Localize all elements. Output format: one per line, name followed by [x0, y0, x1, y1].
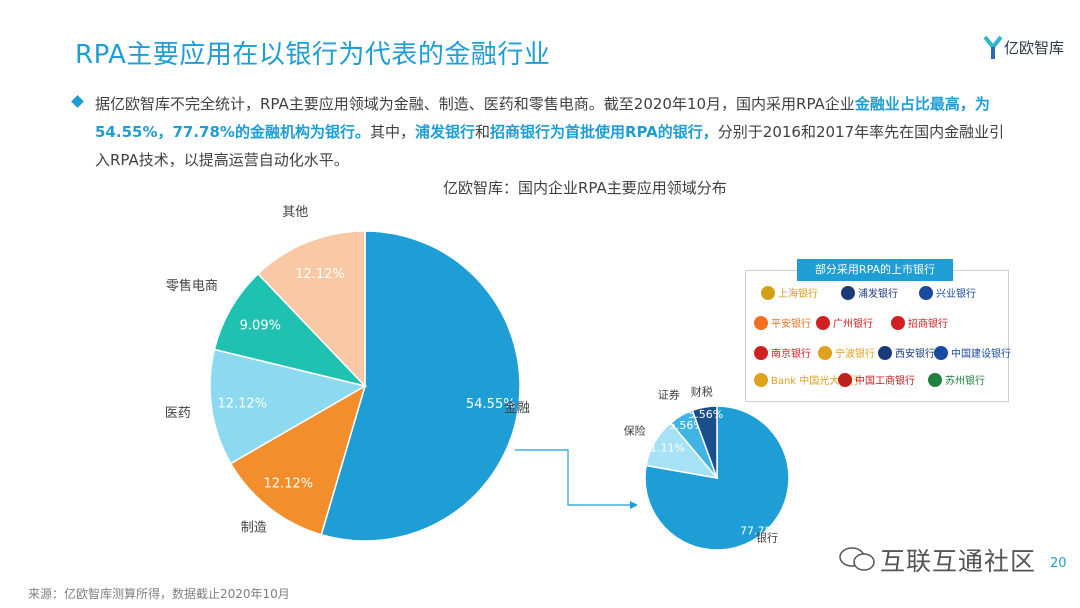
- para-highlight-3: 招商银行为首批使用RPA的银行，: [490, 123, 718, 141]
- main-pie-chart: 54.55%金融 12.12% 制造 12.12% 医药 9.09% 零售电商 12.12% 其…: [165, 205, 530, 542]
- chart-title: 亿欧智库：国内企业RPA主要应用领域分布: [443, 179, 727, 197]
- pie-slice-4: [256, 230, 366, 388]
- bank-emblem-icon: [928, 372, 942, 387]
- pie-category-label-4: 其他: [282, 205, 308, 220]
- bank-name: 中国建设银行: [951, 349, 1011, 360]
- bank-emblem-icon: [878, 345, 892, 360]
- bank-logo-4: 广州银行: [816, 315, 873, 330]
- bank-name: 浦发银行: [858, 289, 898, 300]
- page-number: 20: [1050, 556, 1067, 571]
- summary-paragraph: 据亿欧智库不完全统计，RPA主要应用领域为金融、制造、医药和零售电商。截至202…: [95, 90, 1015, 174]
- para-part-2: 其中，: [369, 123, 415, 141]
- bank-logo-0: 上海银行: [761, 285, 818, 300]
- para-part-3: 和: [474, 123, 490, 141]
- bank-logo-9: 中国建设银行: [934, 345, 1011, 360]
- bank-logo-12: 苏州银行: [928, 372, 985, 387]
- pie-slice-1: [229, 384, 367, 536]
- pie-category-label-2: 证券: [658, 387, 680, 401]
- pie-slice-2: [209, 348, 367, 465]
- bank-logo-6: 南京银行: [754, 345, 811, 360]
- pie-percent-label-0: 77.78%: [740, 524, 782, 537]
- bank-emblem-icon: [841, 285, 855, 300]
- bank-name: 南京银行: [771, 349, 811, 360]
- bank-name: 招商银行: [908, 319, 948, 330]
- bank-logo-11: 中国工商银行: [838, 372, 915, 387]
- logo-icon: [983, 35, 1003, 59]
- bank-name: 西安银行: [895, 349, 935, 360]
- bank-emblem-icon: [761, 285, 775, 300]
- bank-emblem-icon: [754, 372, 768, 387]
- pie-category-label-3: 财税: [691, 384, 713, 398]
- page-title: RPA主要应用在以银行为代表的金融行业: [75, 40, 551, 70]
- pie-category-label-0: 银行: [756, 531, 778, 545]
- wechat-icon: [839, 547, 875, 571]
- pie-category-label-1: 保险: [624, 424, 646, 438]
- pie-slice-3: [213, 272, 368, 388]
- bank-name: 广州银行: [833, 319, 873, 330]
- bank-name: 宁波银行: [835, 349, 875, 360]
- bank-emblem-icon: [919, 285, 933, 300]
- bank-panel-title: 部分采用RPA的上市银行: [797, 259, 953, 281]
- bank-name: 兴业银行: [936, 289, 976, 300]
- bank-emblem-icon: [754, 345, 768, 360]
- bank-emblem-icon: [838, 372, 852, 387]
- para-part-1: 据亿欧智库不完全统计，RPA主要应用领域为金融、制造、医药和零售电商。截至202…: [95, 95, 855, 113]
- connector-arrow: [515, 449, 630, 506]
- bank-emblem-icon: [934, 345, 948, 360]
- para-part-4: 分别于2016和2017年率先在国内金融业引入RPA技术，以提高运营自动化水平。: [95, 123, 1005, 169]
- bank-logo-10: Bank 中国光大银行: [754, 372, 859, 387]
- pie-percent-label-4: 12.12%: [295, 267, 345, 282]
- pie-category-label-0: 金融: [504, 400, 530, 416]
- bank-emblem-icon: [754, 315, 768, 330]
- pie-percent-label-3: 9.09%: [240, 319, 281, 334]
- pie-percent-label-1: 11.11%: [643, 441, 685, 454]
- pie-percent-label-0: 54.55%: [466, 397, 516, 412]
- bank-logo-5: 招商银行: [891, 315, 948, 330]
- bank-logo-1: 浦发银行: [841, 285, 898, 300]
- bank-name: 苏州银行: [945, 376, 985, 387]
- bank-logo-8: 西安银行: [878, 345, 935, 360]
- pie-percent-label-1: 12.12%: [264, 476, 314, 491]
- bank-logo-7: 宁波银行: [818, 345, 875, 360]
- para-highlight-2: 浦发银行: [414, 123, 475, 141]
- bank-emblem-icon: [816, 315, 830, 330]
- pie-category-label-2: 医药: [165, 406, 191, 421]
- pie-category-label-1: 制造: [241, 520, 267, 535]
- arrow-head-icon: [630, 501, 638, 509]
- source-note: 来源：亿欧智库测算所得，数据截止2020年10月: [28, 587, 290, 601]
- pie-percent-label-3: 5.56%: [688, 408, 723, 421]
- para-highlight-1: 金融业占比最高，为54.55%，77.78%的金融机构为银行。: [95, 95, 990, 141]
- sub-pie-chart: 77.78%银行 11.11% 保险 5.56% 证券 5.56% 财税: [624, 384, 790, 551]
- bank-logo-3: 平安银行: [754, 315, 811, 330]
- pie-category-label-3: 零售电商: [166, 278, 218, 294]
- bank-emblem-icon: [891, 315, 905, 330]
- pie-slice-3: [691, 405, 718, 479]
- watermark-text: 互联互通社区: [880, 547, 1037, 576]
- bank-name: Bank 中国光大银行: [771, 376, 860, 387]
- bank-name: 平安银行: [771, 319, 811, 330]
- bank-name: 上海银行: [778, 289, 818, 300]
- logo-text: 亿欧智库: [1004, 39, 1065, 57]
- bank-name: 中国工商银行: [855, 376, 915, 387]
- pie-percent-label-2: 5.56%: [669, 419, 704, 432]
- pie-percent-label-2: 12.12%: [217, 397, 267, 412]
- bank-emblem-icon: [818, 345, 832, 360]
- bank-logo-panel: 上海银行 浦发银行 兴业银行平安银行 广州银行 招商银行南京银行 宁波银行 西安银行 中国建设…: [745, 270, 1011, 402]
- bank-logo-2: 兴业银行: [919, 285, 976, 300]
- pie-slice-0: [320, 230, 521, 542]
